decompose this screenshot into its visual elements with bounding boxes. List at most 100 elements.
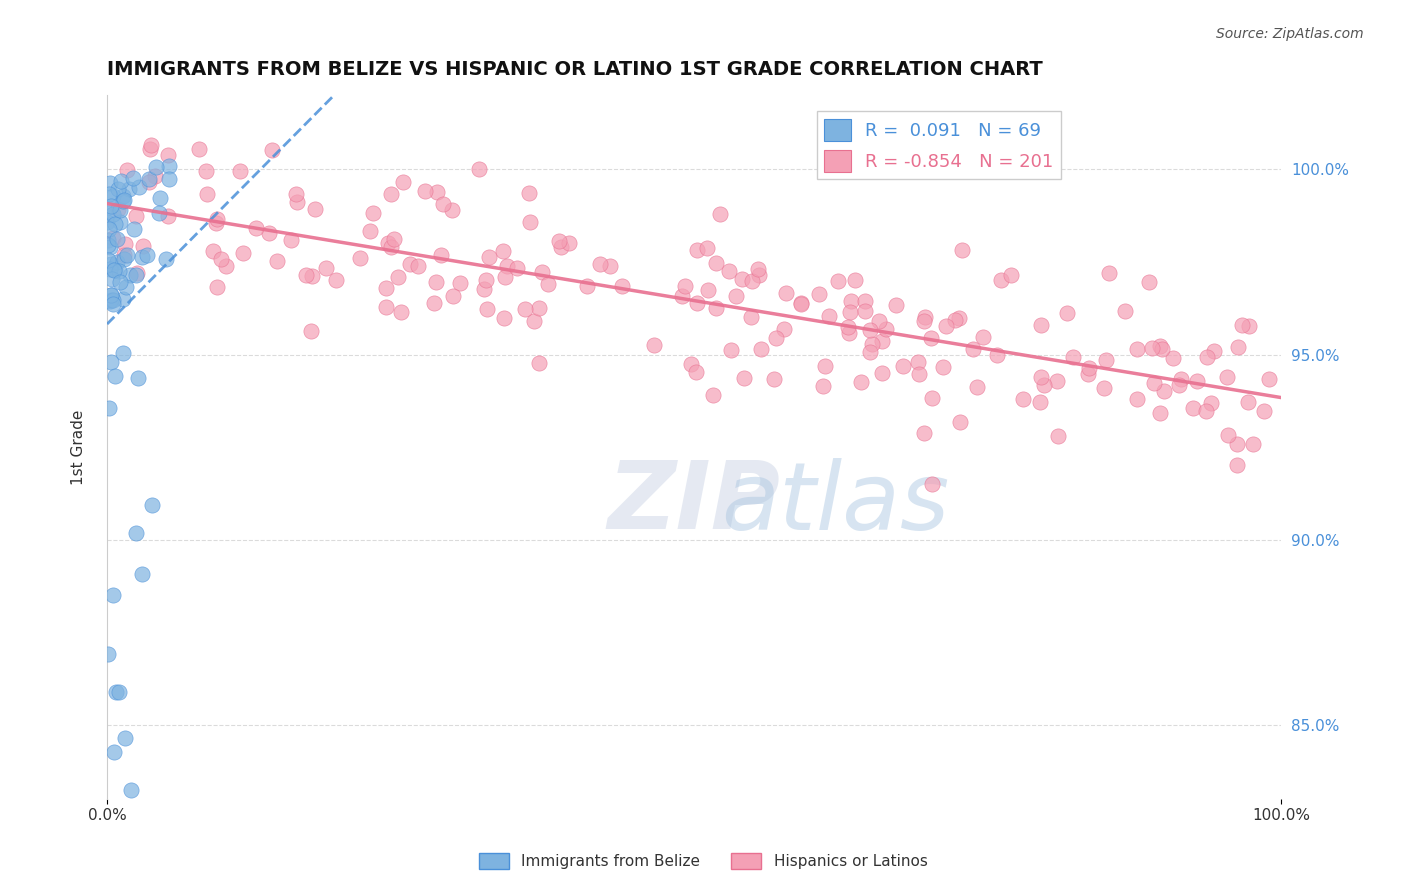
Point bbox=[105, 255, 128, 269]
Point bbox=[1137, 275, 1160, 289]
Point bbox=[1143, 376, 1166, 390]
Point bbox=[284, 186, 307, 201]
Point bbox=[425, 276, 447, 290]
Point bbox=[148, 206, 170, 220]
Point bbox=[475, 301, 498, 316]
Point bbox=[149, 191, 172, 205]
Point bbox=[576, 278, 599, 293]
Point bbox=[1153, 384, 1175, 398]
Point bbox=[195, 186, 218, 201]
Point bbox=[1031, 370, 1053, 384]
Point bbox=[1047, 429, 1070, 443]
Point bbox=[837, 320, 859, 334]
Point bbox=[749, 343, 772, 357]
Point bbox=[862, 337, 884, 351]
Point bbox=[132, 238, 155, 252]
Point bbox=[100, 287, 122, 301]
Point bbox=[775, 286, 797, 301]
Point bbox=[135, 248, 157, 262]
Point bbox=[103, 189, 125, 203]
Point bbox=[720, 343, 742, 358]
Point bbox=[382, 232, 405, 246]
Point bbox=[441, 289, 464, 303]
Point bbox=[537, 277, 560, 291]
Point bbox=[101, 293, 124, 307]
Point bbox=[908, 368, 931, 382]
Point bbox=[103, 297, 125, 311]
Point bbox=[1216, 370, 1239, 384]
Point bbox=[141, 498, 163, 512]
Point bbox=[380, 240, 402, 254]
Point bbox=[1077, 367, 1099, 381]
Point bbox=[112, 292, 135, 306]
Point bbox=[101, 588, 124, 602]
Point bbox=[790, 297, 813, 311]
Point bbox=[891, 359, 914, 373]
Point bbox=[704, 301, 727, 315]
Point bbox=[731, 271, 754, 285]
Y-axis label: 1st Grade: 1st Grade bbox=[72, 409, 86, 484]
Point bbox=[849, 375, 872, 389]
Point bbox=[492, 311, 515, 326]
Point bbox=[859, 345, 882, 359]
Point bbox=[990, 273, 1012, 287]
Text: ZIP: ZIP bbox=[607, 458, 780, 549]
Point bbox=[673, 278, 696, 293]
Point bbox=[229, 164, 252, 178]
Point bbox=[315, 260, 337, 275]
Point bbox=[686, 243, 709, 257]
Point bbox=[112, 193, 135, 207]
Point bbox=[704, 255, 727, 269]
Point bbox=[527, 356, 550, 370]
Point bbox=[100, 257, 122, 271]
Point bbox=[1062, 351, 1084, 365]
Point bbox=[232, 246, 254, 260]
Point bbox=[114, 731, 136, 746]
Point bbox=[426, 185, 449, 199]
Point bbox=[157, 159, 180, 173]
Point bbox=[773, 322, 796, 336]
Point bbox=[1237, 395, 1260, 409]
Point bbox=[98, 294, 121, 309]
Point bbox=[413, 184, 436, 198]
Point bbox=[853, 304, 876, 318]
Point bbox=[679, 357, 702, 371]
Point bbox=[920, 330, 942, 344]
Point bbox=[1077, 360, 1099, 375]
Point bbox=[1140, 341, 1163, 355]
Point bbox=[741, 274, 763, 288]
Point bbox=[932, 359, 955, 374]
Point bbox=[125, 266, 148, 280]
Point bbox=[548, 234, 571, 248]
Point bbox=[1202, 343, 1225, 358]
Point bbox=[966, 380, 988, 394]
Point bbox=[838, 326, 860, 340]
Point bbox=[527, 301, 550, 315]
Point bbox=[325, 273, 347, 287]
Point bbox=[125, 268, 148, 282]
Point bbox=[301, 269, 323, 284]
Point bbox=[962, 343, 984, 357]
Point bbox=[104, 369, 127, 384]
Point bbox=[1095, 352, 1118, 367]
Point bbox=[748, 268, 770, 282]
Point bbox=[387, 270, 409, 285]
Point bbox=[1239, 318, 1261, 333]
Point bbox=[763, 371, 786, 385]
Point bbox=[112, 346, 135, 360]
Point bbox=[423, 296, 446, 310]
Point bbox=[295, 268, 318, 282]
Point bbox=[697, 283, 720, 297]
Point bbox=[104, 685, 127, 699]
Point bbox=[935, 318, 957, 333]
Point bbox=[1195, 403, 1218, 417]
Point bbox=[950, 243, 973, 257]
Point bbox=[205, 216, 228, 230]
Point bbox=[128, 179, 150, 194]
Point bbox=[101, 272, 124, 286]
Point bbox=[859, 322, 882, 336]
Point bbox=[599, 259, 621, 273]
Point bbox=[257, 227, 280, 241]
Point bbox=[105, 232, 128, 246]
Point bbox=[517, 186, 540, 201]
